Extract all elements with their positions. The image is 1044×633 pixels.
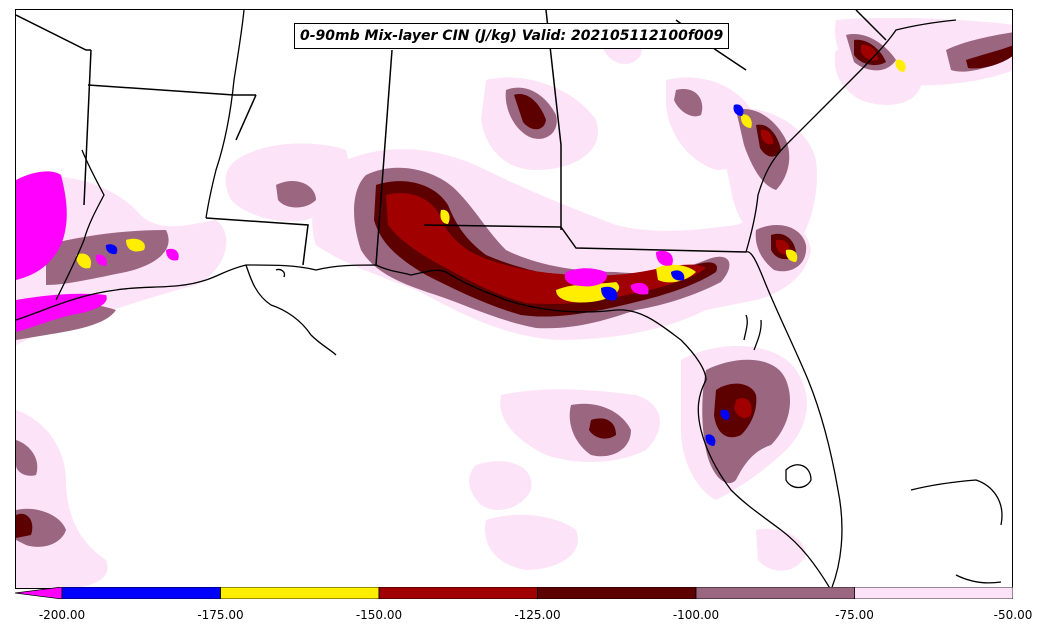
colorbar-tick-label: -175.00 xyxy=(197,608,244,622)
colorbar-tick-label: -75.00 xyxy=(835,608,874,622)
colorbar-tick-label: -50.00 xyxy=(993,608,1033,622)
coastline xyxy=(16,10,1003,588)
colorbar-bin xyxy=(537,587,697,599)
map-panel: 0-90mb Mix-layer CIN (J/kg) Valid: 20210… xyxy=(15,9,1013,589)
colorbar-tick-label: -150.00 xyxy=(355,608,403,622)
colorbar-tick-label: -200.00 xyxy=(38,608,86,622)
colorbar-tick-label: -125.00 xyxy=(514,608,561,622)
map-title: 0-90mb Mix-layer CIN (J/kg) Valid: 20210… xyxy=(294,23,730,49)
colorbar-tick-label: -100.00 xyxy=(672,608,720,622)
cin-fill-magenta xyxy=(16,171,673,332)
colorbar xyxy=(15,587,1013,599)
colorbar-bin xyxy=(61,587,221,599)
state-borders xyxy=(16,10,887,266)
colorbar-bin xyxy=(220,587,380,599)
cin-map xyxy=(16,10,1012,588)
colorbar-bin xyxy=(378,587,538,599)
colorbar-bin xyxy=(695,587,855,599)
cin-fill-blue xyxy=(105,104,744,446)
colorbar-under-triangle xyxy=(15,587,63,599)
colorbar-bin xyxy=(854,587,1013,599)
